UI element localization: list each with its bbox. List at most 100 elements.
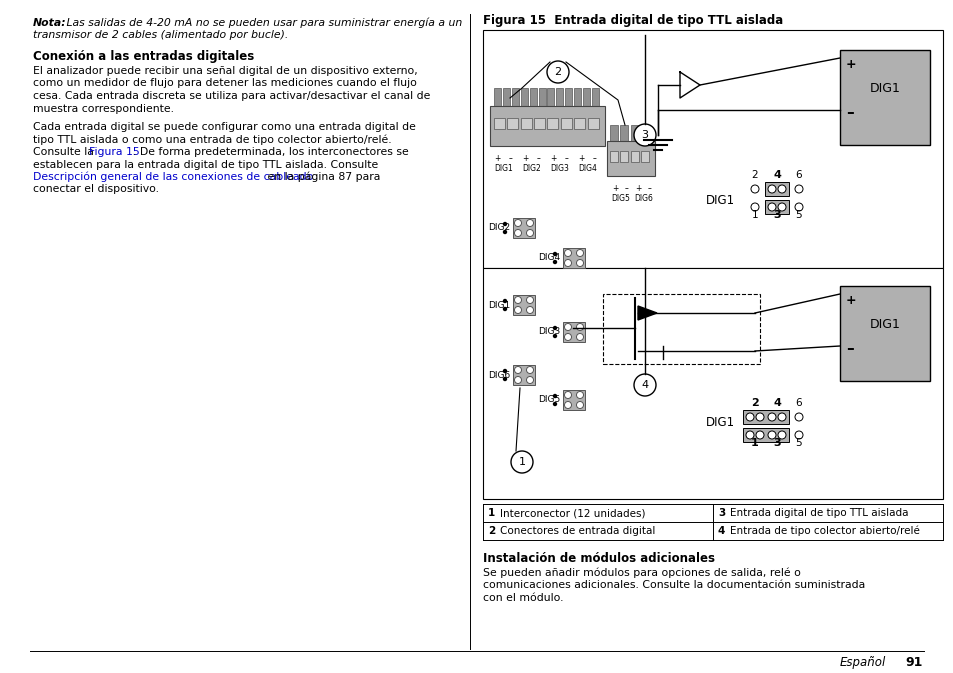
Text: –: – (845, 341, 853, 356)
Circle shape (526, 219, 533, 227)
Bar (565, 88, 572, 106)
Text: 4: 4 (718, 526, 724, 536)
Text: DIG1: DIG1 (868, 318, 900, 330)
Text: transmisor de 2 cables (alimentado por bucle).: transmisor de 2 cables (alimentado por b… (33, 30, 288, 40)
Bar (840, 50, 929, 145)
Circle shape (564, 334, 571, 341)
Text: DIG5: DIG5 (611, 194, 630, 203)
Text: 5: 5 (795, 438, 801, 448)
Text: 91: 91 (904, 656, 922, 669)
Bar (582, 88, 590, 106)
Bar (494, 118, 504, 129)
Text: Conectores de entrada digital: Conectores de entrada digital (499, 526, 655, 536)
Text: DIG6: DIG6 (487, 371, 510, 380)
Circle shape (553, 252, 556, 256)
Circle shape (564, 402, 571, 409)
Text: Nota:: Nota: (33, 18, 67, 28)
Circle shape (778, 185, 785, 193)
Circle shape (755, 413, 763, 421)
Circle shape (514, 306, 521, 314)
Text: establecen para la entrada digital de tipo TTL aislada. Consulte: establecen para la entrada digital de ti… (33, 160, 377, 170)
Text: Conexión a las entradas digitales: Conexión a las entradas digitales (33, 50, 254, 63)
Text: +: + (549, 154, 556, 163)
Text: DIG6: DIG6 (634, 194, 653, 203)
Circle shape (745, 431, 753, 439)
Bar (529, 88, 537, 106)
Circle shape (503, 369, 506, 372)
Circle shape (511, 451, 533, 473)
Circle shape (564, 250, 571, 256)
Bar (538, 88, 545, 106)
Circle shape (546, 61, 568, 83)
Text: Figura 15  Entrada digital de tipo TTL aislada: Figura 15 Entrada digital de tipo TTL ai… (482, 14, 782, 27)
Text: DIG1: DIG1 (704, 194, 734, 207)
Text: Entrada de tipo colector abierto/relé: Entrada de tipo colector abierto/relé (729, 526, 919, 536)
Circle shape (514, 297, 521, 304)
Circle shape (503, 299, 506, 302)
Circle shape (750, 203, 759, 211)
Text: –: – (564, 154, 568, 163)
Text: Español: Español (840, 656, 885, 669)
Circle shape (634, 124, 656, 146)
Text: Instalación de módulos adicionales: Instalación de módulos adicionales (482, 552, 714, 565)
Circle shape (794, 413, 802, 421)
Text: 3: 3 (772, 210, 780, 220)
Text: DIG3: DIG3 (537, 328, 559, 336)
Circle shape (514, 229, 521, 236)
Text: 6: 6 (795, 170, 801, 180)
Text: DIG2: DIG2 (522, 164, 540, 173)
Circle shape (576, 392, 583, 398)
Text: –: – (624, 184, 628, 193)
Circle shape (564, 324, 571, 330)
Circle shape (526, 297, 533, 304)
Text: DIG4: DIG4 (578, 164, 597, 173)
Text: 1: 1 (488, 508, 495, 518)
Text: . De forma predeterminada, los interconectores se: . De forma predeterminada, los intercone… (132, 147, 408, 157)
Bar (562, 390, 584, 410)
Circle shape (576, 402, 583, 409)
Bar (742, 428, 788, 442)
Circle shape (755, 431, 763, 439)
Bar (609, 151, 618, 162)
Bar (482, 30, 942, 268)
Text: DIG5: DIG5 (537, 396, 559, 404)
Text: 2: 2 (751, 170, 758, 180)
Bar (574, 88, 580, 106)
Circle shape (745, 413, 753, 421)
Text: –: – (537, 154, 540, 163)
Circle shape (767, 203, 775, 211)
Bar (502, 88, 510, 106)
Bar (619, 151, 628, 162)
Bar (764, 200, 788, 214)
Bar (534, 118, 544, 129)
Circle shape (526, 376, 533, 384)
Bar (520, 88, 527, 106)
Text: +: + (845, 294, 856, 307)
Circle shape (514, 367, 521, 374)
Bar (520, 118, 531, 129)
Circle shape (794, 203, 802, 211)
Text: DIG1: DIG1 (487, 301, 510, 310)
Bar (556, 88, 563, 106)
Bar (742, 410, 788, 424)
Bar (547, 118, 558, 129)
Text: Cada entrada digital se puede configurar como una entrada digital de: Cada entrada digital se puede configurar… (33, 122, 416, 132)
Text: –: – (593, 154, 597, 163)
Circle shape (634, 374, 656, 396)
Bar (840, 286, 929, 381)
Text: –: – (509, 154, 513, 163)
Text: 3: 3 (718, 508, 724, 518)
Text: 2: 2 (554, 67, 561, 77)
Bar (602, 294, 760, 364)
Bar (640, 151, 649, 162)
Bar (592, 88, 598, 106)
Text: 1: 1 (518, 457, 525, 467)
Circle shape (564, 260, 571, 267)
Bar (587, 118, 598, 129)
Text: –: – (845, 105, 853, 120)
Bar (562, 322, 584, 342)
Circle shape (553, 394, 556, 398)
Text: +: + (634, 184, 640, 193)
Circle shape (526, 306, 533, 314)
Text: DIG1: DIG1 (494, 164, 513, 173)
